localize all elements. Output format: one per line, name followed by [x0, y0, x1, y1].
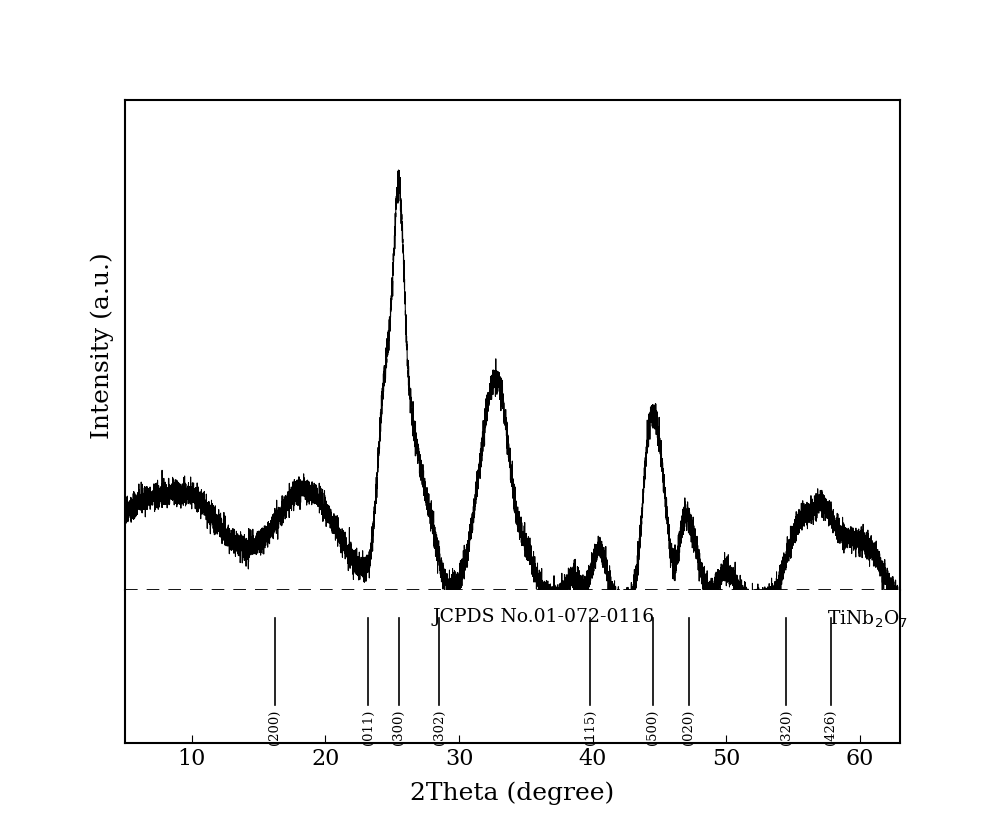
Y-axis label: Intensity (a.u.): Intensity (a.u.) [90, 252, 114, 438]
Text: (011): (011) [362, 710, 375, 745]
Text: (500): (500) [646, 710, 659, 745]
Text: (302): (302) [433, 710, 446, 745]
Text: (020): (020) [682, 710, 695, 745]
Text: (200): (200) [268, 710, 281, 745]
X-axis label: 2Theta (degree): 2Theta (degree) [410, 781, 615, 805]
Text: (115): (115) [584, 710, 596, 745]
Text: TiNb$_2$O$_7$: TiNb$_2$O$_7$ [827, 609, 907, 630]
Text: (426): (426) [824, 710, 837, 745]
Text: JCPDS No.01-072-0116: JCPDS No.01-072-0116 [432, 609, 654, 626]
Text: (300): (300) [392, 710, 405, 745]
Text: (320): (320) [780, 710, 793, 745]
